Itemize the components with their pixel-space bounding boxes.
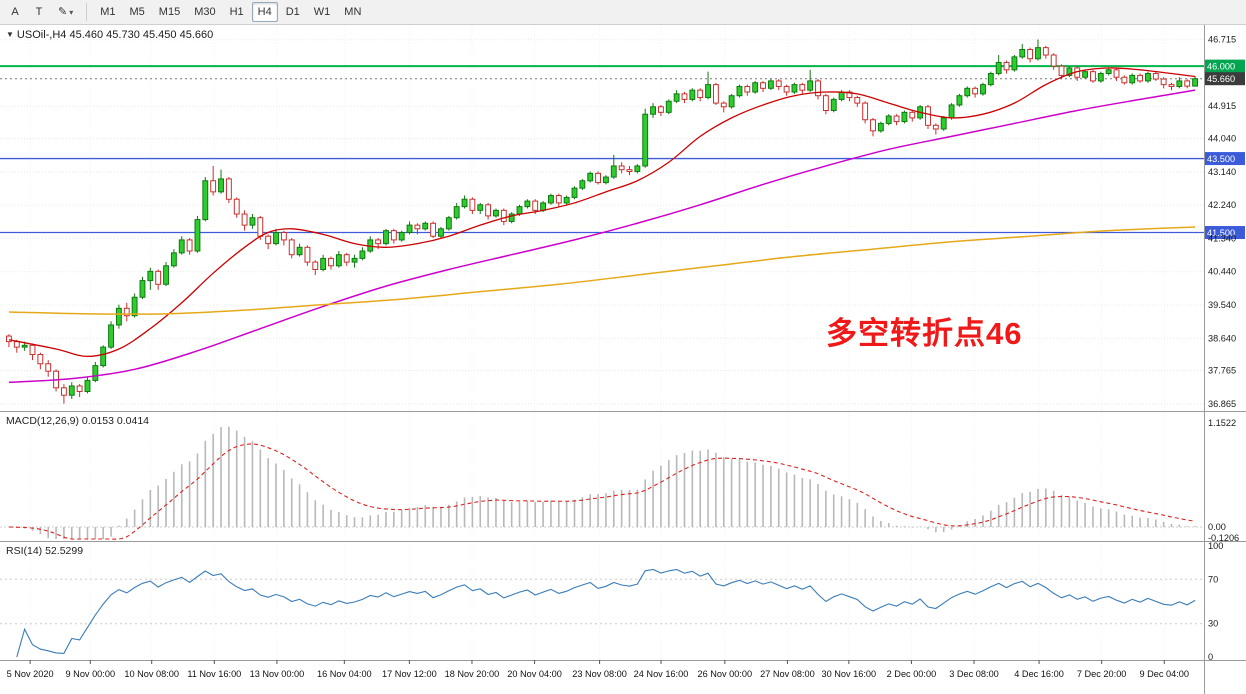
price-axis-label: 36.865 bbox=[1208, 399, 1236, 409]
ma-slow-orange-line bbox=[8, 226, 1196, 315]
time-axis-label: 13 Nov 00:00 bbox=[250, 669, 305, 679]
badge-blue bbox=[1205, 226, 1245, 240]
macd-histogram bbox=[15, 426, 1196, 539]
cursor-tool-button[interactable]: A bbox=[4, 2, 26, 22]
time-axis-label: 9 Dec 04:00 bbox=[1139, 669, 1189, 679]
badge-dark bbox=[1205, 72, 1245, 86]
chart-grid bbox=[0, 25, 1204, 660]
timeframe-h4-button[interactable]: H4 bbox=[251, 2, 278, 22]
rsi-axis-label: 30 bbox=[1208, 619, 1218, 629]
price-badge-label: 46.000 bbox=[1207, 62, 1235, 72]
price-axis-label: 41.340 bbox=[1208, 233, 1236, 243]
candles bbox=[5, 39, 1199, 404]
time-axis-label: 3 Dec 08:00 bbox=[949, 669, 999, 679]
price-badge-label: 45.660 bbox=[1207, 74, 1235, 84]
time-axis-label: 4 Dec 16:00 bbox=[1014, 669, 1064, 679]
price-axis-label: 44.915 bbox=[1208, 101, 1236, 111]
macd-signal-line bbox=[8, 443, 1196, 540]
time-axis-label: 10 Nov 08:00 bbox=[124, 669, 179, 679]
ma-fast-red-line bbox=[8, 67, 1196, 358]
badge-blue bbox=[1205, 152, 1245, 166]
price-axis-label: 38.640 bbox=[1208, 333, 1236, 343]
time-axis-label: 18 Nov 20:00 bbox=[445, 669, 500, 679]
macd-axis-label: 1.1522 bbox=[1208, 418, 1236, 428]
timeframe-m15-button[interactable]: M15 bbox=[153, 2, 186, 22]
rsi-axis-label: 0 bbox=[1208, 652, 1213, 662]
price-axis-label: 42.240 bbox=[1208, 200, 1236, 210]
timeframe-h1-button[interactable]: H1 bbox=[224, 2, 250, 22]
time-axis-label: 30 Nov 16:00 bbox=[821, 669, 876, 679]
timeframe-w1-button[interactable]: W1 bbox=[308, 2, 337, 22]
timeframe-d1-button[interactable]: D1 bbox=[280, 2, 306, 22]
draw-tool-button[interactable]: ✎ ▾ bbox=[52, 2, 79, 22]
tool-button-group: A T ✎ ▾ bbox=[3, 2, 80, 22]
macd-axis-label: 0.00 bbox=[1208, 522, 1226, 532]
time-axis-label: 11 Nov 16:00 bbox=[187, 669, 241, 679]
chart-canvas[interactable]: 46.715 46.000 45.660 44.915 44.040 43.500 43.1… bbox=[0, 25, 1246, 694]
chart-window: 46.715 46.000 45.660 44.915 44.040 43.500 43.1… bbox=[0, 25, 1246, 694]
horizontal-price-lines bbox=[0, 65, 1204, 234]
time-axis-label: 5 Nov 2020 bbox=[7, 669, 54, 679]
price-axis[interactable]: 46.715 46.000 45.660 44.915 44.040 43.500 43.1… bbox=[1205, 35, 1245, 662]
rsi-axis-label: 100 bbox=[1208, 541, 1223, 551]
rsi-axis-label: 70 bbox=[1208, 574, 1218, 584]
time-axis-label: 16 Nov 04:00 bbox=[317, 669, 372, 679]
rsi-line bbox=[16, 568, 1196, 658]
price-axis-label: 37.765 bbox=[1208, 366, 1236, 376]
price-axis-label: 46.715 bbox=[1208, 35, 1236, 45]
macd-axis-label: -0.1206 bbox=[1208, 533, 1239, 543]
price-badge-label: 43.500 bbox=[1207, 154, 1235, 164]
time-axis-label: 27 Nov 08:00 bbox=[760, 669, 815, 679]
badge-green bbox=[1205, 59, 1245, 73]
price-axis-label: 39.540 bbox=[1208, 300, 1236, 310]
time-axis-label: 2 Dec 00:00 bbox=[887, 669, 937, 679]
price-axis-label: 43.140 bbox=[1208, 167, 1236, 177]
timeframe-group: M1 M5 M15 M30 H1 H4 D1 W1 MN bbox=[93, 2, 368, 22]
dropdown-caret-icon: ▾ bbox=[69, 8, 74, 17]
main-toolbar: A T ✎ ▾ M1 M5 M15 M30 H1 H4 D1 W1 MN bbox=[0, 0, 1246, 25]
timeframe-m1-button[interactable]: M1 bbox=[94, 2, 121, 22]
time-axis-label: 9 Nov 00:00 bbox=[66, 669, 116, 679]
timeframe-mn-button[interactable]: MN bbox=[338, 2, 367, 22]
panel-separators bbox=[0, 25, 1246, 694]
price-axis-label: 44.040 bbox=[1208, 134, 1236, 144]
time-axis-label: 26 Nov 00:00 bbox=[697, 669, 752, 679]
time-axis-label: 20 Nov 04:00 bbox=[507, 669, 562, 679]
time-axis-label: 17 Nov 12:00 bbox=[382, 669, 437, 679]
price-badge-label: 41.500 bbox=[1207, 228, 1235, 238]
timeframe-m30-button[interactable]: M30 bbox=[188, 2, 221, 22]
time-axis[interactable]: 5 Nov 2020 9 Nov 00:00 10 Nov 08:00 11 Nov … bbox=[7, 660, 1189, 679]
text-tool-button[interactable]: T bbox=[28, 2, 50, 22]
time-axis-label: 23 Nov 08:00 bbox=[572, 669, 627, 679]
ma-mid-magenta-line bbox=[8, 89, 1196, 384]
price-axis-label: 40.440 bbox=[1208, 267, 1236, 277]
toolbar-separator bbox=[86, 3, 88, 21]
time-axis-label: 7 Dec 20:00 bbox=[1077, 669, 1127, 679]
timeframe-m5-button[interactable]: M5 bbox=[124, 2, 151, 22]
time-axis-label: 24 Nov 16:00 bbox=[634, 669, 689, 679]
